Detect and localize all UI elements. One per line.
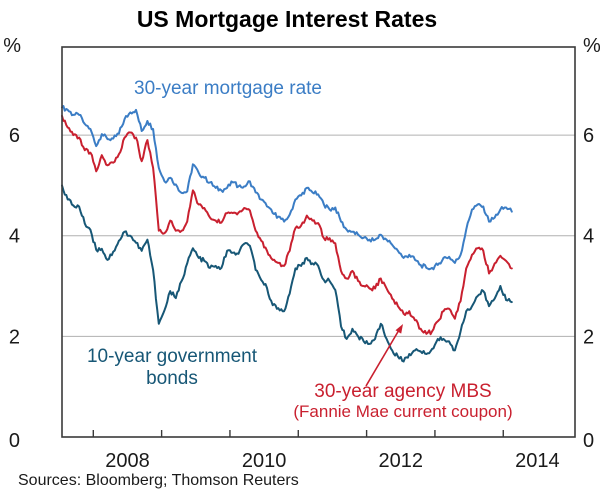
- chart-title: US Mortgage Interest Rates: [137, 6, 437, 32]
- y-tick-label-right-4: 4: [583, 226, 594, 248]
- y-tick-label-left-4: 4: [9, 226, 20, 248]
- sources-note: Sources: Bloomberg; Thomson Reuters: [18, 472, 299, 489]
- x-tick-label-2012: 2012: [379, 450, 424, 472]
- series-line-10y-bonds: [61, 184, 513, 363]
- y-tick-label-right-6: 6: [583, 125, 594, 147]
- label-30-year-mortgage-rate: 30-year mortgage rate: [134, 78, 322, 99]
- y-tick-label-right-0: 0: [583, 430, 594, 452]
- x-tick-label-2008: 2008: [105, 450, 150, 472]
- x-tick-label-2014: 2014: [515, 450, 560, 472]
- y-tick-label-left-0: 0: [9, 430, 20, 452]
- label-10-year-government-bonds-line1: 10-year government: [87, 346, 258, 367]
- x-tick-label-2010: 2010: [242, 450, 287, 472]
- series-line-30y-mbs: [61, 114, 513, 336]
- grid-layer: 2008 2010 2012 2014 0 0 2 2 4 4 6 6: [9, 125, 594, 472]
- series-lines: [61, 105, 513, 363]
- series-line-30y-mortgage: [61, 105, 513, 271]
- y-tick-label-left-6: 6: [9, 125, 20, 147]
- y-tick-label-right-2: 2: [583, 326, 594, 348]
- label-30-year-agency-mbs-line1: 30-year agency MBS: [314, 381, 491, 402]
- label-30-year-agency-mbs-line2: (Fannie Mae current coupon): [293, 402, 512, 421]
- y-axis-unit-right: %: [583, 35, 600, 57]
- label-10-year-government-bonds-line2: bonds: [146, 368, 198, 389]
- mbs-annotation-arrow-icon: [365, 324, 403, 387]
- y-tick-label-left-2: 2: [9, 326, 20, 348]
- plot-frame: [61, 46, 576, 438]
- y-axis-unit-left: %: [3, 35, 21, 57]
